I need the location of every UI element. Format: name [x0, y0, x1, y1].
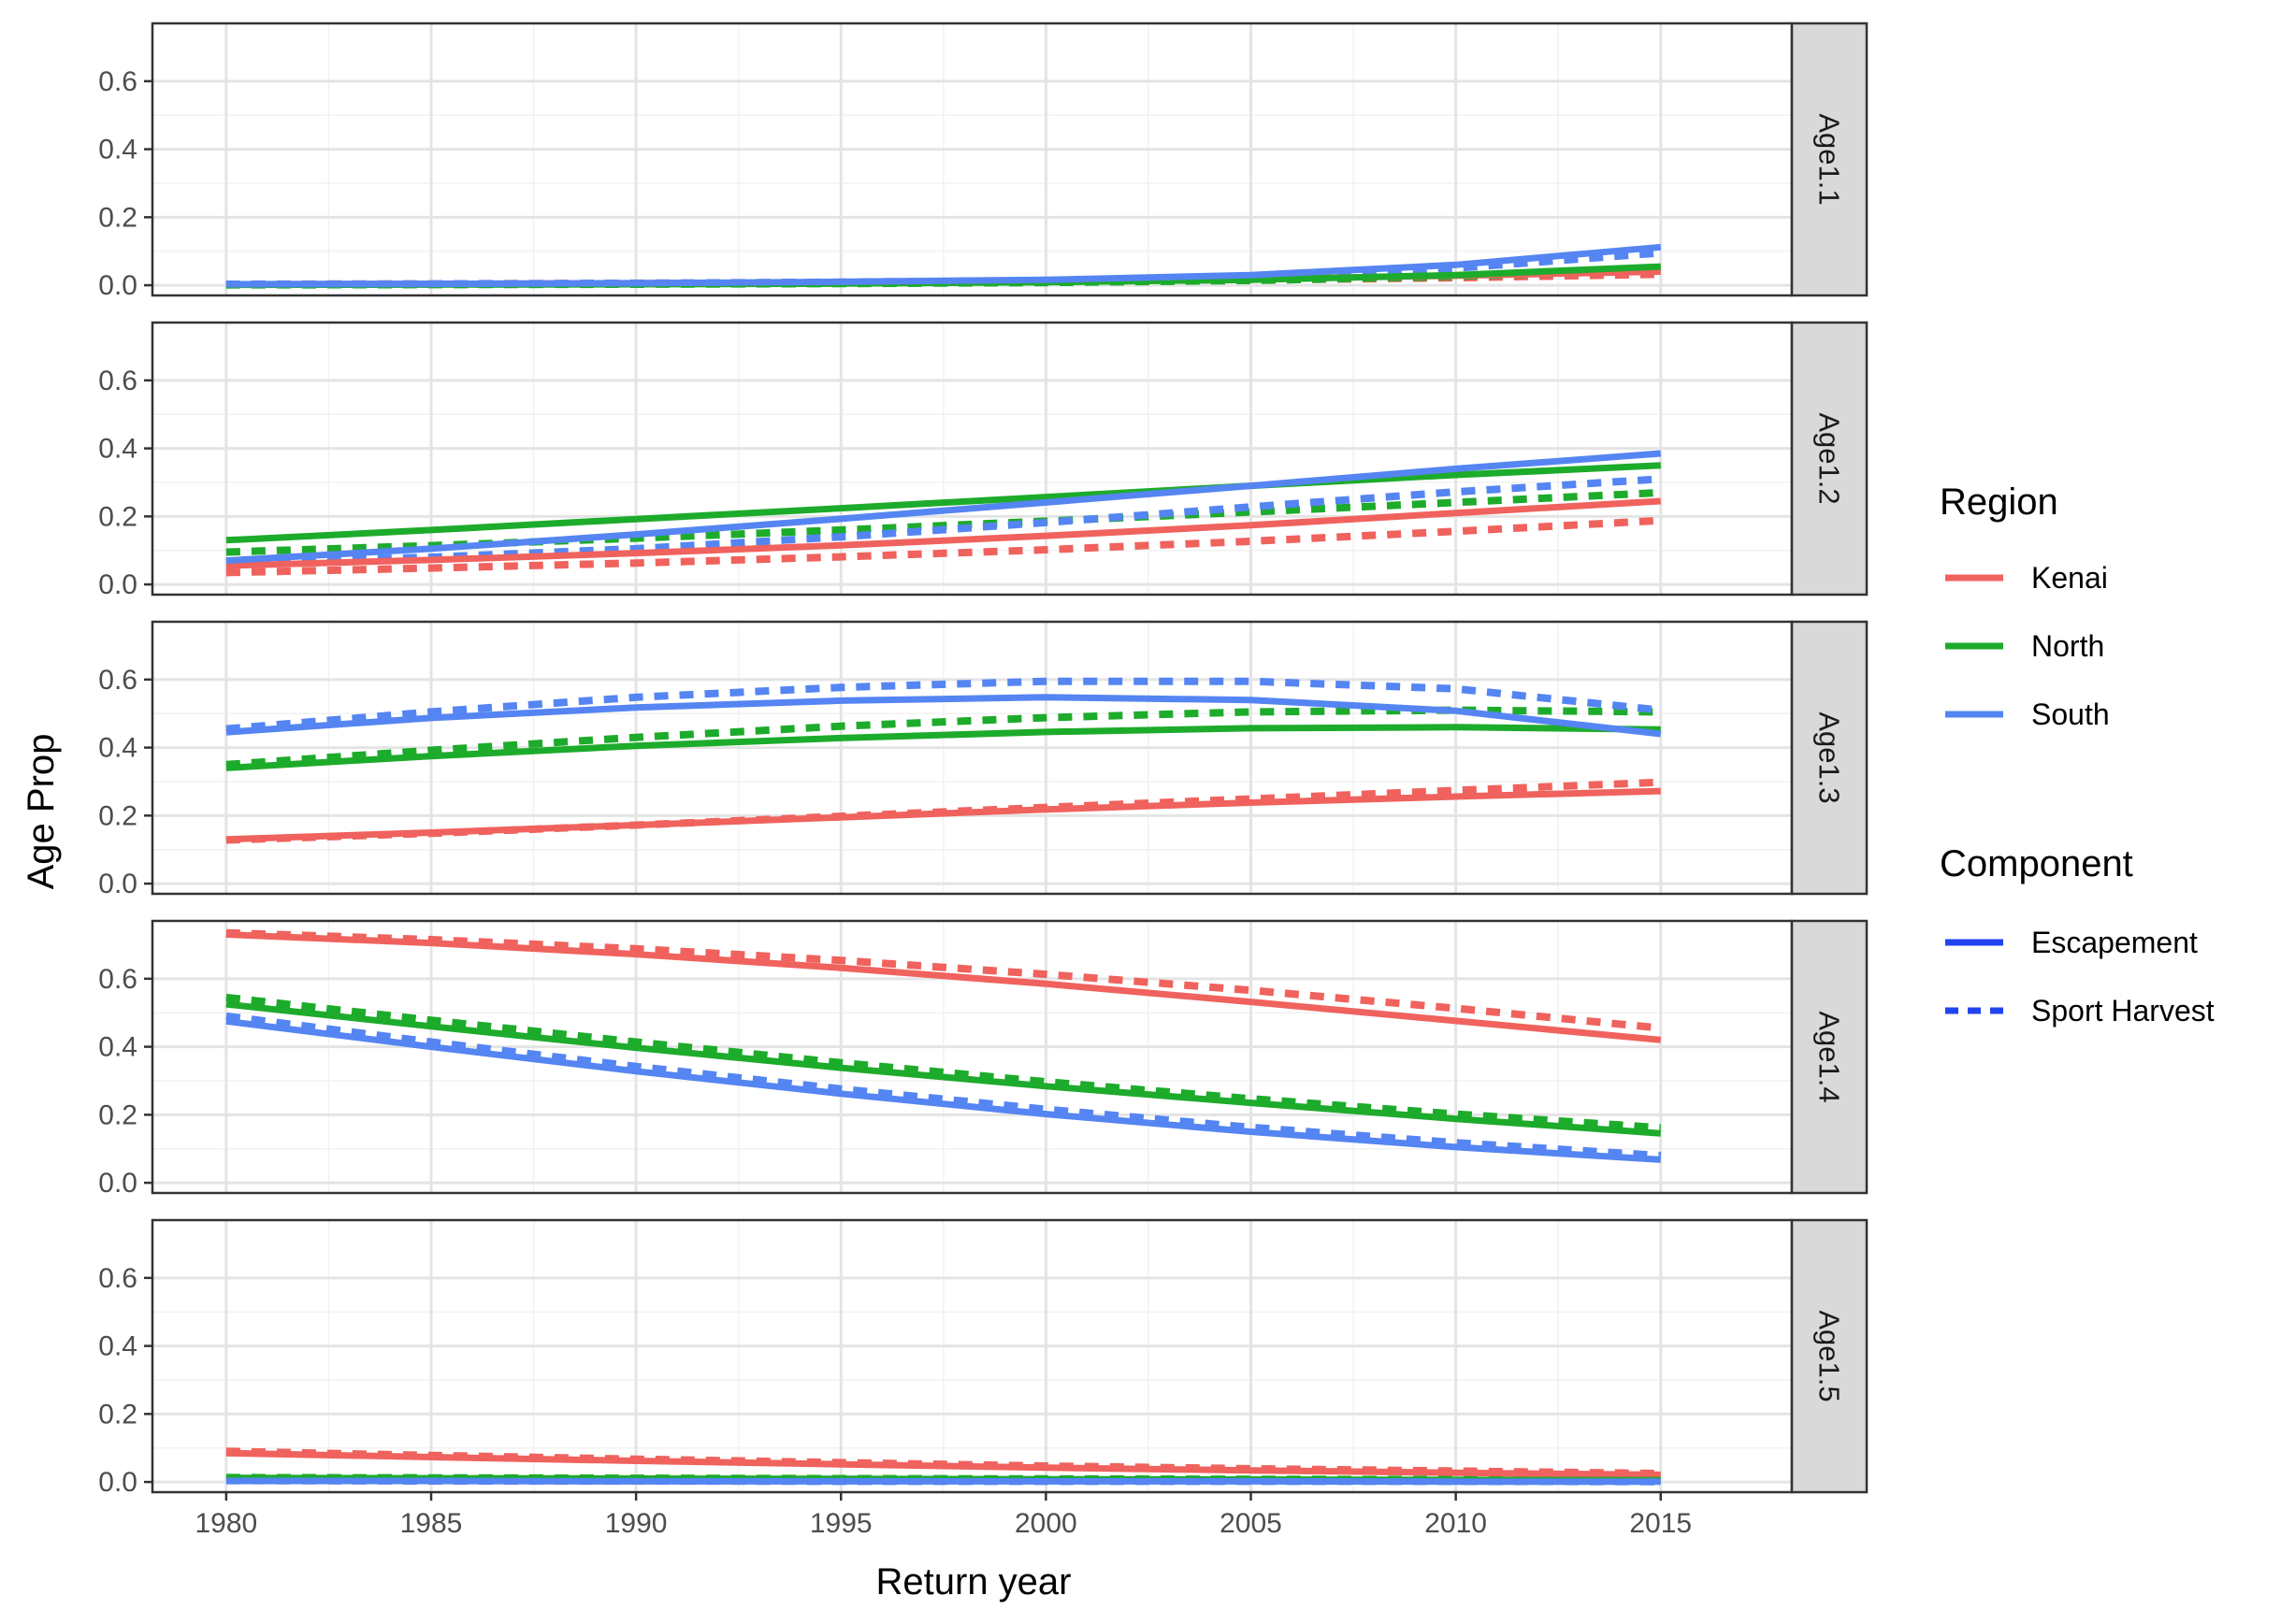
series-line-kenai-escapement: [225, 497, 1662, 569]
strip-background: [1790, 620, 1869, 896]
y-tick-label: 0.2: [98, 1399, 137, 1430]
series-line-kenai-escapement: [225, 931, 1662, 1043]
series-line-south-escapement: [225, 694, 1662, 738]
y-tick-label: 0.0: [98, 270, 137, 301]
series-line-north-escapement: [225, 1000, 1662, 1137]
x-tick-label: 2015: [1629, 1508, 1692, 1539]
panel-background: [152, 1220, 1792, 1492]
strip-background: [1790, 919, 1869, 1195]
x-tick-label: 1995: [810, 1508, 873, 1539]
y-tick-label: 0.2: [98, 501, 137, 532]
y-tick-label: 0.0: [98, 1168, 137, 1199]
y-tick-label: 0.2: [98, 202, 137, 233]
y-tick-label: 0.6: [98, 665, 137, 696]
chart-legend: Region Kenai North South Component Escapem…: [1940, 481, 2215, 1028]
x-tick-label: 2005: [1220, 1508, 1282, 1539]
legend-title-component: Component: [1940, 843, 2133, 884]
legend-label: South: [2031, 697, 2110, 731]
series-line-south-escapement: [225, 1017, 1662, 1163]
x-tick-label: 1985: [400, 1508, 463, 1539]
y-tick-label: 0.4: [98, 135, 137, 165]
strip-label: Age1.3: [1813, 711, 1846, 803]
legend-item-sport: Sport Harvest: [1945, 994, 2215, 1028]
series-line-kenai-escapement: [225, 1449, 1661, 1478]
panel-Age1.3: 0.0 0.2 0.4 0.6 Age1.3: [98, 620, 1869, 899]
series-line-north-sport: [225, 993, 1662, 1132]
strip-background: [1790, 22, 1869, 297]
strip-label: Age1.2: [1813, 412, 1846, 504]
legend-title-region: Region: [1940, 481, 2058, 523]
series-line-south-sport: [225, 677, 1662, 733]
series-line-south-sport: [225, 1012, 1662, 1159]
y-tick-label: 0.4: [98, 434, 137, 465]
series-group: [225, 243, 1662, 289]
series-group: [225, 1447, 1661, 1486]
y-tick-label: 0.0: [98, 569, 137, 600]
x-axis-title: Return year: [876, 1561, 1072, 1602]
x-tick-label: 1990: [605, 1508, 668, 1539]
strip-background: [1790, 321, 1869, 596]
series-line-south-escapement: [225, 243, 1662, 288]
x-tick-label: 2000: [1015, 1508, 1077, 1539]
y-tick-label: 0.6: [98, 964, 137, 995]
series-line-north-escapement: [225, 462, 1661, 544]
strip-label: Age1.4: [1813, 1011, 1846, 1102]
y-tick-label: 0.6: [98, 66, 137, 97]
panel-background: [152, 23, 1792, 295]
legend-label: Escapement: [2031, 926, 2198, 959]
legend-item-escapement: Escapement: [1945, 926, 2198, 959]
series-line-kenai-escapement: [225, 787, 1661, 843]
strip-label: Age1.5: [1813, 1310, 1846, 1401]
legend-label: Kenai: [2031, 561, 2108, 595]
y-tick-label: 0.0: [98, 869, 137, 899]
y-tick-label: 0.4: [98, 733, 137, 764]
series-line-kenai-sport: [225, 516, 1662, 577]
panel-Age1.5: 0.0 0.2 0.4 0.6 Age1.5: [98, 1218, 1869, 1498]
series-group: [225, 450, 1662, 577]
legend-label: Sport Harvest: [2031, 994, 2215, 1028]
y-tick-label: 0.2: [98, 1099, 137, 1130]
panel-Age1.4: 0.0 0.2 0.4 0.6 Age1.4: [98, 919, 1869, 1199]
series-line-south-escapement: [225, 1477, 1661, 1486]
chart-panels: 0.00.20.40.6Age1.10.00.20.40.6Age1.20.00…: [98, 22, 1869, 1498]
legend-label: North: [2031, 629, 2104, 663]
y-tick-label: 0.6: [98, 366, 137, 396]
strip-background: [1790, 1218, 1869, 1494]
y-tick-label: 0.2: [98, 800, 137, 831]
y-tick-label: 0.4: [98, 1331, 137, 1362]
panel-Age1.2: 0.0 0.2 0.4 0.6 Age1.2: [98, 321, 1869, 600]
series-line-north-escapement: [225, 724, 1661, 771]
legend-region-entries: Kenai North South: [1945, 561, 2110, 731]
series-line-kenai-sport: [225, 928, 1662, 1032]
panel-Age1.1: 0.0 0.2 0.4 0.6 Age1.1: [98, 22, 1869, 301]
legend-item-north: North: [1945, 629, 2104, 663]
legend-item-south: South: [1945, 697, 2110, 731]
series-group: [225, 677, 1662, 844]
y-tick-label: 0.6: [98, 1263, 137, 1294]
series-group: [225, 928, 1662, 1163]
legend-component-entries: Escapement Sport Harvest: [1945, 926, 2215, 1028]
y-tick-label: 0.0: [98, 1467, 137, 1498]
x-tick-label: 2010: [1424, 1508, 1487, 1539]
x-axis: 1980 1985 1990 1995 2000 2005 2010 2015: [195, 1492, 1692, 1539]
strip-label: Age1.1: [1813, 113, 1846, 205]
series-line-south-escapement: [225, 450, 1662, 565]
x-tick-label: 1980: [195, 1508, 258, 1539]
y-tick-label: 0.4: [98, 1032, 137, 1063]
y-axis-title: Age Prop: [21, 734, 62, 890]
legend-item-kenai: Kenai: [1945, 561, 2108, 595]
